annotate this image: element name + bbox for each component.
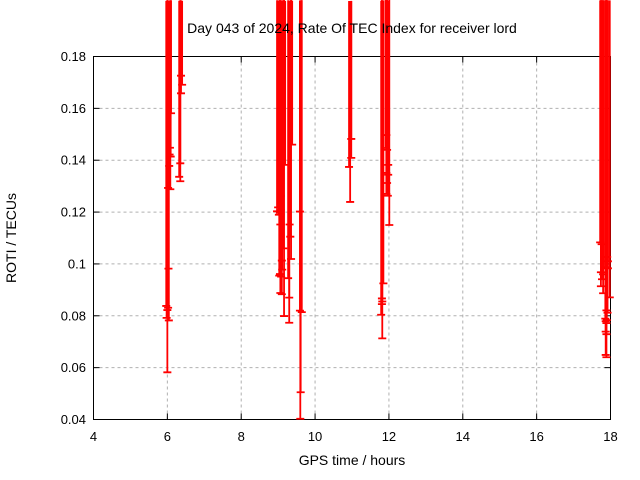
data-point [284, 0, 293, 280]
data-point [176, 0, 185, 183]
data-point [163, 0, 172, 374]
data-point [164, 0, 173, 322]
data-point [383, 0, 392, 197]
x-tick-label: 6 [164, 429, 171, 444]
x-tick-label: 4 [90, 429, 97, 444]
x-tick-label: 8 [238, 429, 245, 444]
data-point [346, 0, 355, 203]
x-axis-label: GPS time / hours [299, 452, 406, 468]
chart-title: Day 043 of 2024, Rate Of TEC Index for r… [187, 20, 517, 36]
y-tick-labels: 0.04 0.06 0.08 0.1 0.12 0.14 0.16 0.18 [61, 49, 86, 427]
y-tick-label: 0.04 [61, 412, 86, 427]
data-point [297, 0, 306, 314]
x-tick-labels: 4 6 8 10 12 14 16 18 [90, 429, 618, 444]
data-point [377, 0, 386, 316]
data-point [276, 0, 285, 294]
y-tick-label: 0.12 [61, 205, 86, 220]
data-point [378, 0, 387, 340]
x-tick-label: 18 [603, 429, 617, 444]
data-point [280, 0, 289, 317]
x-tick-label: 12 [382, 429, 396, 444]
x-tick-label: 14 [456, 429, 470, 444]
y-tick-label: 0.1 [68, 256, 86, 271]
data-point [602, 0, 611, 359]
y-tick-label: 0.14 [61, 153, 86, 168]
y-tick-label: 0.18 [61, 49, 86, 64]
y-tick-label: 0.08 [61, 308, 86, 323]
x-tick-label: 16 [529, 429, 543, 444]
x-tick-label: 10 [308, 429, 322, 444]
data-point [345, 0, 354, 168]
y-tick-label: 0.06 [61, 360, 86, 375]
data-point [385, 0, 394, 226]
y-axis-label: ROTI / TECUs [3, 193, 19, 283]
data-point [296, 0, 305, 420]
data-points [162, 0, 614, 420]
data-point [285, 0, 294, 324]
data-point [175, 0, 184, 178]
y-tick-label: 0.16 [61, 101, 86, 116]
